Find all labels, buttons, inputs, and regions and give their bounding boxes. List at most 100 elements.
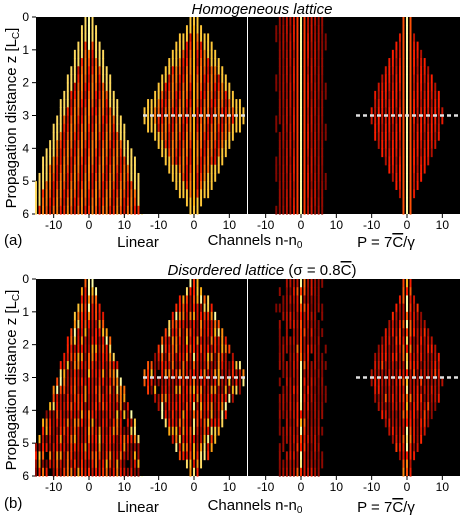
intensity-cell bbox=[70, 434, 73, 444]
intensity-cell bbox=[377, 82, 380, 92]
intensity-cell bbox=[207, 148, 210, 158]
intensity-cell bbox=[196, 189, 199, 199]
intensity-cell bbox=[185, 385, 188, 395]
intensity-cell bbox=[171, 148, 174, 158]
intensity-cell bbox=[321, 49, 324, 59]
intensity-cell bbox=[119, 426, 122, 436]
intensity-cell bbox=[196, 115, 199, 125]
intensity-cell bbox=[80, 418, 83, 428]
intensity-cell bbox=[105, 434, 108, 444]
intensity-cell bbox=[409, 369, 412, 379]
intensity-cell bbox=[300, 33, 302, 43]
intensity-cell bbox=[203, 434, 206, 444]
intensity-cell bbox=[321, 426, 324, 436]
intensity-cell bbox=[285, 115, 288, 125]
intensity-cell bbox=[300, 115, 302, 125]
intensity-cell bbox=[303, 90, 306, 100]
intensity-cell bbox=[210, 164, 213, 174]
intensity-cell bbox=[59, 451, 62, 461]
intensity-cell bbox=[98, 49, 101, 59]
intensity-cell bbox=[214, 123, 217, 133]
intensity-cell bbox=[182, 58, 185, 67]
intensity-cell bbox=[398, 140, 401, 149]
intensity-cell bbox=[98, 58, 101, 67]
intensity-cell bbox=[171, 90, 174, 100]
intensity-cell bbox=[420, 426, 423, 436]
intensity-cell bbox=[59, 99, 62, 108]
intensity-cell bbox=[63, 123, 66, 133]
intensity-cell bbox=[112, 369, 115, 379]
intensity-cell bbox=[80, 172, 83, 182]
intensity-cell bbox=[300, 451, 302, 461]
intensity-cell bbox=[109, 434, 112, 444]
intensity-cell bbox=[402, 369, 405, 379]
intensity-cell bbox=[77, 385, 80, 395]
intensity-cell bbox=[171, 385, 174, 395]
intensity-cell bbox=[102, 311, 105, 321]
intensity-cell bbox=[109, 426, 112, 436]
intensity-cell bbox=[175, 328, 178, 338]
intensity-cell bbox=[427, 82, 430, 92]
intensity-cell bbox=[307, 33, 310, 43]
intensity-cell bbox=[109, 410, 112, 420]
intensity-cell bbox=[70, 385, 73, 395]
intensity-cell bbox=[185, 82, 188, 92]
intensity-cell bbox=[105, 172, 108, 182]
intensity-cell bbox=[109, 205, 112, 215]
intensity-cell bbox=[203, 385, 206, 395]
intensity-cell bbox=[285, 295, 288, 305]
intensity-cell bbox=[182, 402, 185, 411]
intensity-cell bbox=[441, 107, 444, 117]
intensity-cell bbox=[164, 115, 167, 125]
intensity-cell bbox=[84, 393, 87, 403]
intensity-cell bbox=[130, 410, 133, 420]
intensity-cell bbox=[164, 336, 167, 346]
intensity-cell bbox=[77, 156, 80, 166]
intensity-cell bbox=[310, 148, 313, 158]
intensity-cell bbox=[109, 90, 112, 100]
intensity-cell bbox=[112, 385, 115, 395]
intensity-cell bbox=[119, 443, 122, 452]
intensity-cell bbox=[133, 205, 136, 215]
intensity-cell bbox=[189, 181, 192, 190]
intensity-cell bbox=[56, 467, 59, 477]
intensity-cell bbox=[430, 361, 433, 370]
ylabel-b: Propagation distance z [LC] bbox=[3, 290, 22, 471]
intensity-cell bbox=[406, 140, 408, 149]
intensity-cell bbox=[49, 451, 52, 461]
intensity-cell bbox=[292, 402, 295, 411]
intensity-cell bbox=[126, 181, 129, 190]
intensity-cell bbox=[116, 410, 119, 420]
intensity-cell bbox=[80, 410, 83, 420]
intensity-cell bbox=[395, 361, 398, 370]
intensity-cell bbox=[84, 131, 87, 141]
intensity-cell bbox=[168, 410, 171, 420]
intensity-cell bbox=[182, 74, 185, 84]
intensity-cell bbox=[381, 82, 384, 92]
intensity-cell bbox=[91, 385, 94, 395]
intensity-cell bbox=[175, 352, 178, 362]
intensity-cell bbox=[292, 197, 295, 207]
intensity-cell bbox=[430, 74, 433, 84]
intensity-cell bbox=[300, 66, 302, 76]
intensity-cell bbox=[384, 418, 387, 428]
intensity-cell bbox=[238, 99, 241, 108]
intensity-cell bbox=[133, 181, 136, 190]
intensity-cell bbox=[434, 344, 437, 354]
intensity-cell bbox=[391, 402, 394, 411]
intensity-cell bbox=[395, 58, 398, 67]
intensity-cell bbox=[310, 189, 313, 199]
intensity-cell bbox=[321, 66, 324, 76]
intensity-cell bbox=[296, 123, 299, 133]
intensity-cell bbox=[402, 279, 405, 288]
intensity-cell bbox=[80, 402, 83, 411]
intensity-cell bbox=[133, 434, 136, 444]
intensity-cell bbox=[193, 344, 195, 354]
intensity-cell bbox=[292, 123, 295, 133]
intensity-cell bbox=[70, 402, 73, 411]
intensity-cell bbox=[70, 393, 73, 403]
intensity-cell bbox=[317, 451, 320, 461]
intensity-cell bbox=[73, 197, 76, 207]
intensity-cell bbox=[409, 352, 412, 362]
intensity-cell bbox=[409, 443, 412, 452]
